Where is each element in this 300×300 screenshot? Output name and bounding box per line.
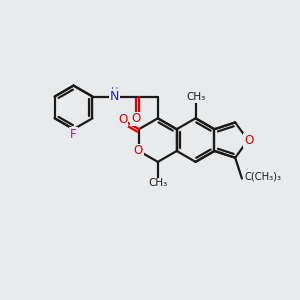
Text: CH₃: CH₃ — [186, 92, 205, 102]
Text: O: O — [133, 145, 142, 158]
Text: CH₃: CH₃ — [148, 178, 167, 188]
Text: N: N — [110, 90, 119, 103]
Text: H: H — [110, 86, 118, 97]
Text: O: O — [244, 134, 253, 147]
Text: O: O — [131, 112, 141, 125]
Text: O: O — [118, 113, 128, 126]
Text: F: F — [70, 128, 77, 141]
Text: C(CH₃)₃: C(CH₃)₃ — [245, 172, 282, 182]
